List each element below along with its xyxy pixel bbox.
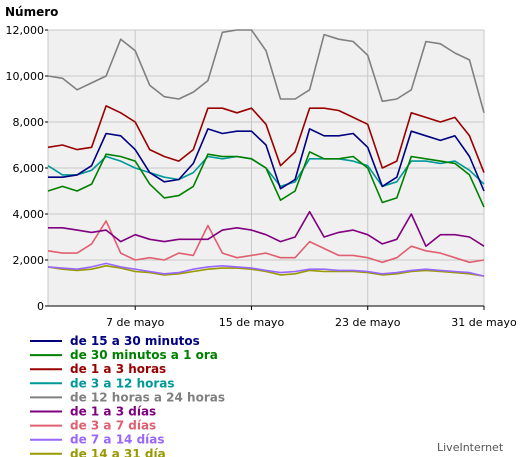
- legend-label: de 12 horas a 24 horas: [70, 390, 225, 404]
- y-tick-label: 0: [37, 300, 44, 313]
- series-line-de-15-a-30-minutos: [48, 128, 485, 192]
- series-line-de-30-minutos-a-1-ora: [47, 151, 485, 208]
- legend-label: de 30 minutos a 1 ora: [70, 348, 218, 362]
- y-tick-label: 10,000: [6, 70, 45, 83]
- legend-label: de 1 a 3 horas: [70, 362, 166, 376]
- series-line-de-1-a-3-d-as: [48, 210, 485, 247]
- x-tick-label: 7 de mayo: [106, 316, 165, 329]
- y-tick-label: 6,000: [13, 162, 45, 175]
- series-line-de-3-a-7-d-as: [47, 220, 485, 264]
- legend-label: de 14 a 31 día: [70, 447, 166, 457]
- y-tick-label: 2,000: [13, 254, 45, 267]
- series-lines: [47, 29, 485, 277]
- x-tick-label: 23 de mayo: [335, 316, 401, 329]
- legend-label: de 1 a 3 días: [70, 405, 156, 419]
- y-tick-label: 4,000: [13, 208, 45, 221]
- y-tick-label: 12,000: [6, 24, 45, 37]
- y-tick-labels: 0 2,000 4,000 6,000 8,000 10,000 12,000: [6, 24, 48, 313]
- legend-label: de 3 a 12 horas: [70, 376, 175, 390]
- series-line-de-1-a-3-horas: [47, 105, 485, 173]
- x-tick-label: 31 de mayo: [451, 316, 517, 329]
- legend-label: de 15 a 30 minutos: [70, 334, 200, 348]
- x-tick-labels: 7 de mayo 15 de mayo 23 de mayo 31 de mayo: [106, 306, 517, 329]
- y-axis-label: Número: [5, 5, 58, 19]
- series-line-de-12-horas-a-24-horas: [47, 29, 485, 114]
- legend-label: de 7 a 14 días: [70, 433, 165, 447]
- series-line-de-7-a-14-d-as: [47, 262, 485, 277]
- x-tick-label: 15 de mayo: [219, 316, 285, 329]
- series-line-de-14-a-31-d-a: [47, 264, 485, 277]
- y-tick-label: 8,000: [13, 116, 45, 129]
- brand-label: LiveInternet: [437, 441, 504, 454]
- legend-label: de 3 a 7 días: [70, 419, 156, 433]
